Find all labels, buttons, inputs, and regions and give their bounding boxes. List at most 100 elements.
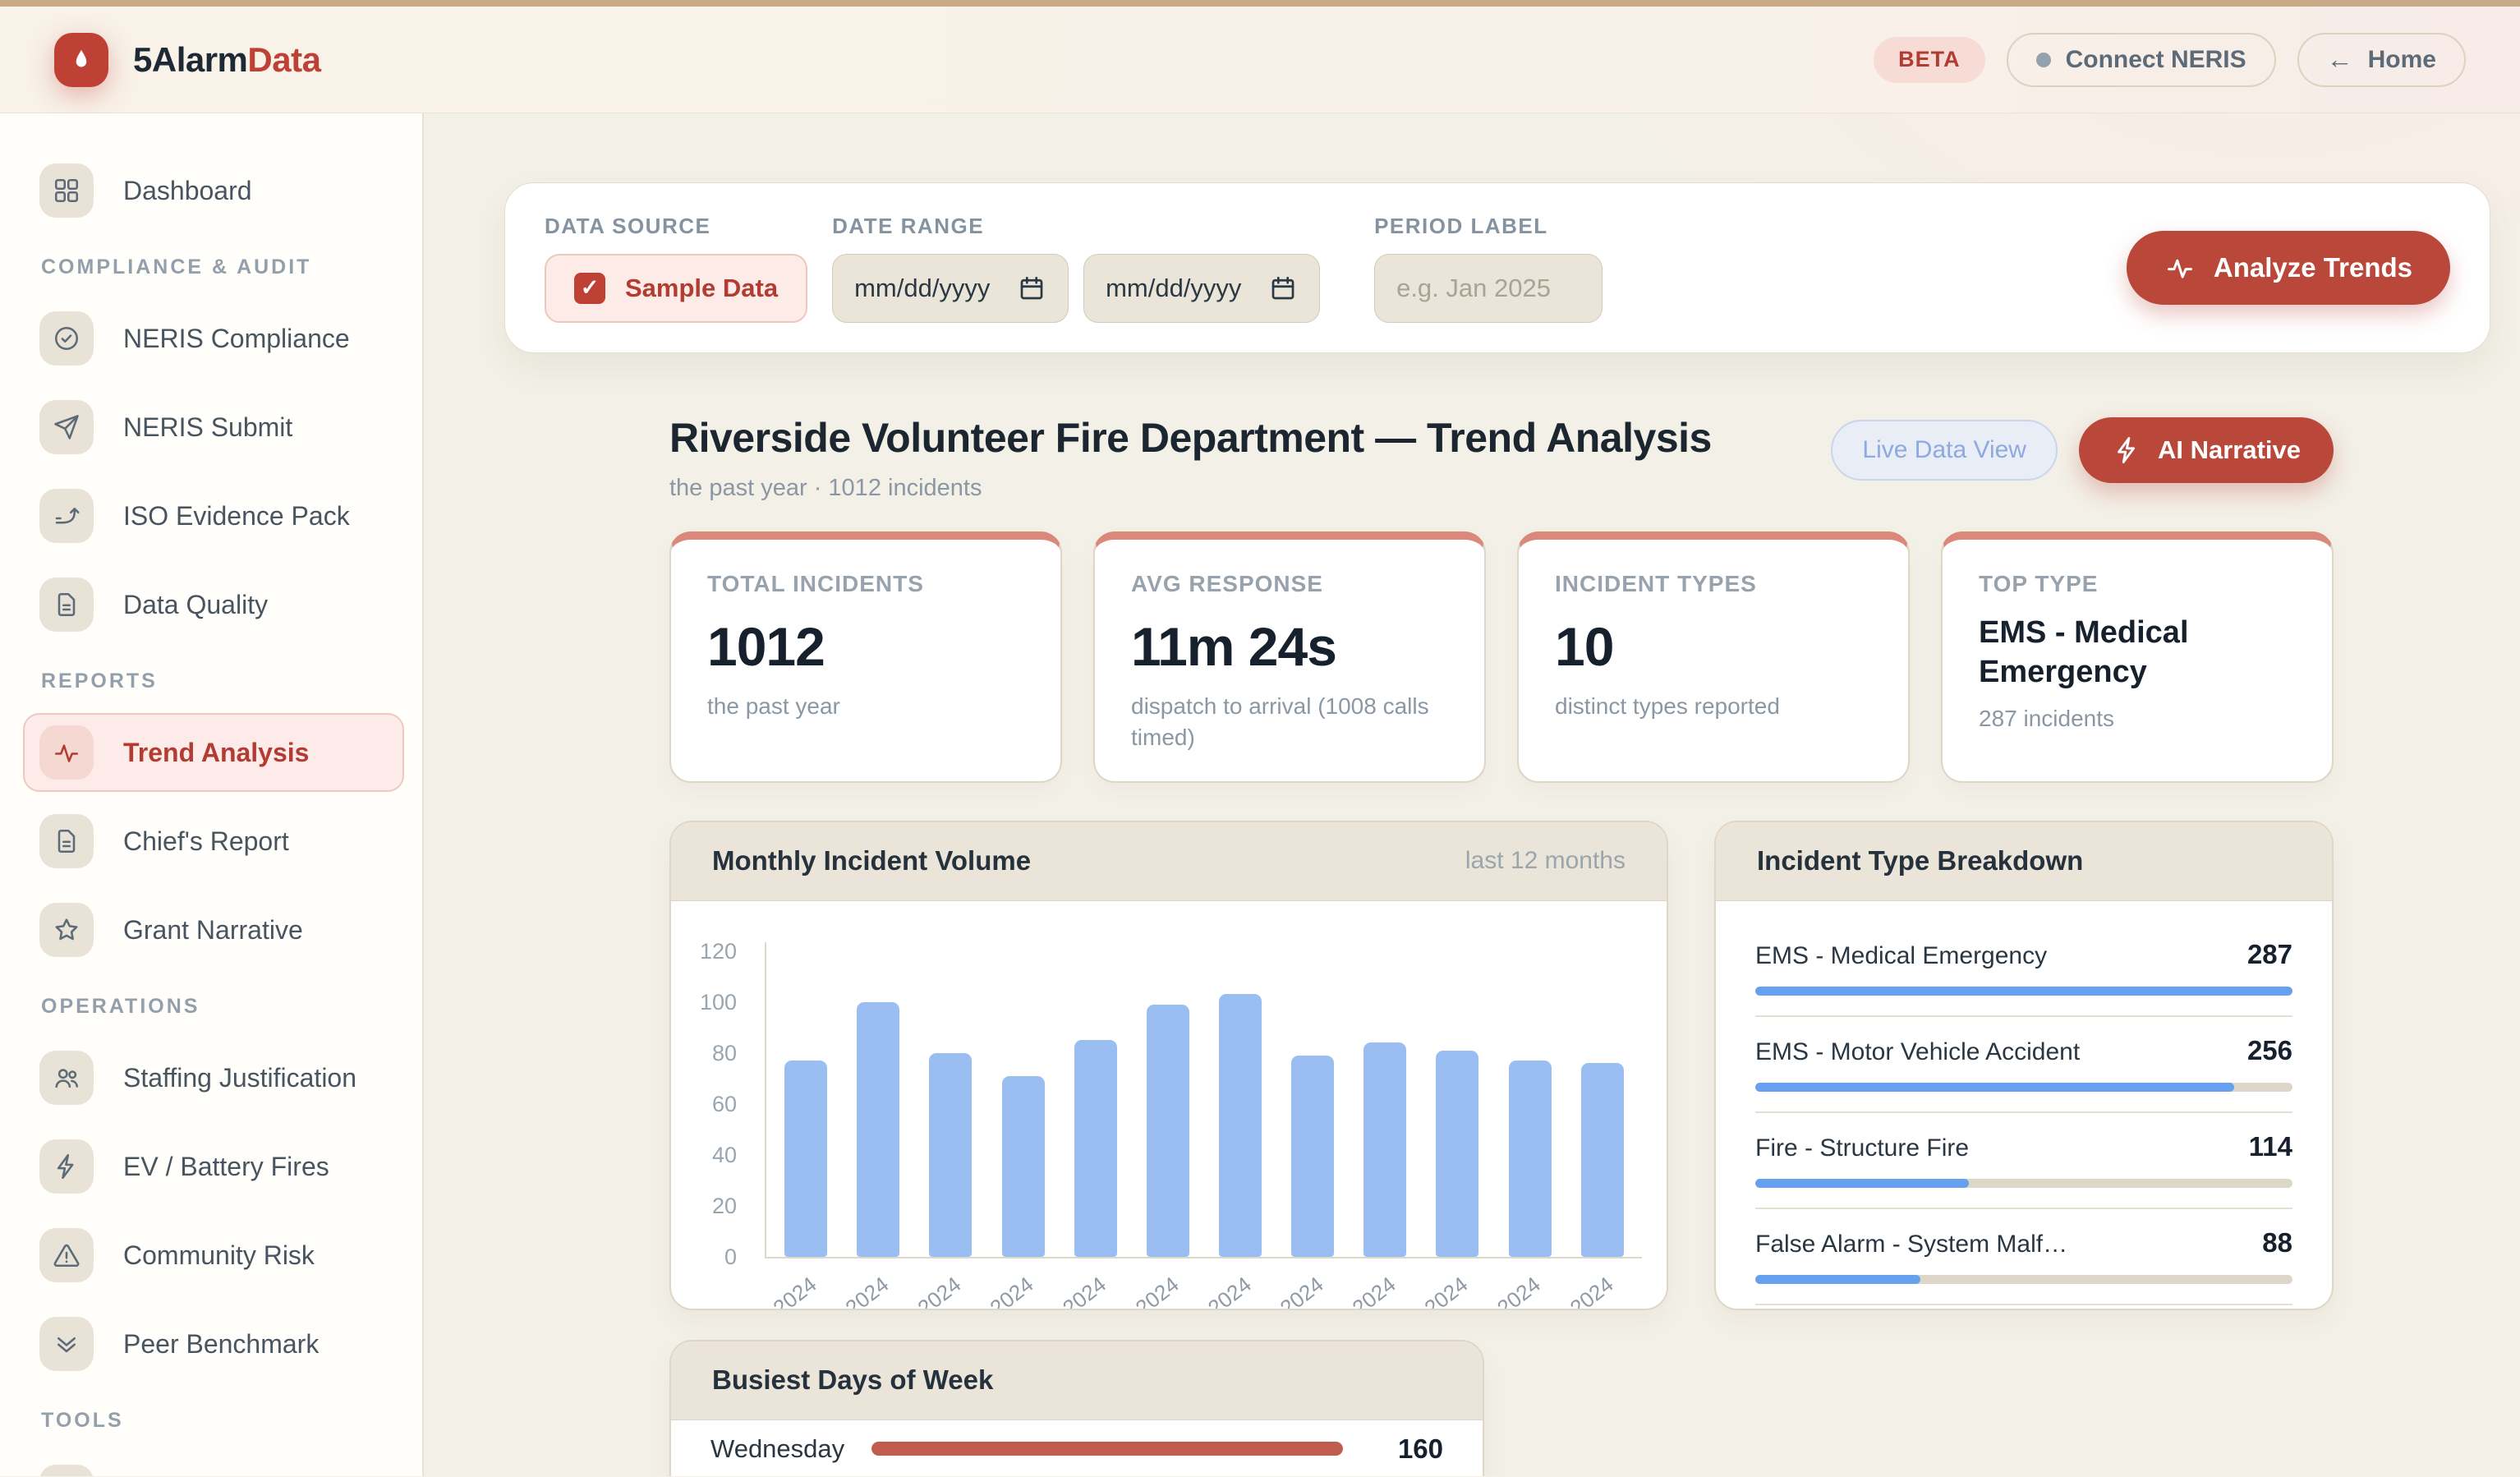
chart-title: Monthly Incident Volume [712,845,1031,877]
sample-data-label: Sample Data [625,274,778,303]
stat-card-top-type: TOP TYPEEMS - Medical Emergency287 incid… [1941,531,2334,783]
chevrons-down-icon [39,1317,94,1371]
y-axis-tick: 120 [683,938,737,964]
date-range-group: DATE RANGE mm/dd/yyyy mm/dd/yyyy [832,214,1320,323]
breakdown-row-fire-structure-fire: Fire - Structure Fire114 [1755,1113,2292,1209]
bar [1436,1051,1478,1257]
grid-icon [39,163,94,218]
live-data-view-button[interactable]: Live Data View [1831,420,2058,481]
star-icon [39,903,94,957]
stat-sub: the past year [707,691,1024,722]
warning-icon [39,1228,94,1282]
bar [1509,1061,1552,1257]
breakdown-bar-fill [1755,1179,1969,1188]
sidebar-item-peer-benchmark[interactable]: Peer Benchmark [23,1304,404,1383]
period-label-input[interactable] [1374,254,1603,323]
day-row-wednesday: Wednesday160 [710,1425,1443,1473]
sidebar-item-label: Chief's Report [123,826,289,857]
bar-october-2024: October 2024 [1506,1061,1554,1257]
x-axis-label: April 2024 [730,1272,821,1310]
y-axis-line [765,942,766,1258]
top-accent-strip [0,0,2520,7]
day-row-monday: Monday159 [710,1473,1443,1476]
users-icon [39,1051,94,1105]
breakdown-type-count: 287 [2247,939,2292,970]
bar [1219,994,1262,1256]
refresh-icon [39,1465,94,1476]
sidebar-item-label: NERIS Compliance [123,324,350,354]
stat-sub: dispatch to arrival (1008 calls timed) [1131,691,1448,753]
sidebar: DashboardCOMPLIANCE & AUDITNERIS Complia… [0,113,424,1476]
breakdown-title: Incident Type Breakdown [1757,845,2083,877]
y-axis-tick: 100 [683,989,737,1015]
y-axis-tick: 0 [683,1244,737,1270]
date-end-input[interactable]: mm/dd/yyyy [1083,254,1320,323]
export-icon [39,489,94,543]
chart-range-hint: last 12 months [1465,847,1626,875]
period-label-group: PERIOD LABEL [1374,214,1603,323]
analyze-trends-button[interactable]: Analyze Trends [2127,231,2450,305]
sidebar-item-label: Dashboard [123,176,252,206]
sidebar-item-neris-submit[interactable]: NERIS Submit [23,388,404,467]
bar [857,1002,899,1257]
bar-july-2024: July 2024 [1144,1005,1192,1257]
sidebar-item-neris-compliance[interactable]: NERIS Compliance [23,299,404,378]
sidebar-item-trend-analysis[interactable]: Trend Analysis [23,713,404,792]
breakdown-type-count: 88 [2262,1227,2292,1258]
breakdown-row-service-call-public-assist: Service Call - Public Assist80 [1755,1305,2292,1310]
y-axis-tick: 60 [683,1091,737,1117]
sidebar-item-iso-evidence-pack[interactable]: ISO Evidence Pack [23,476,404,555]
sidebar-item-staffing-justification[interactable]: Staffing Justification [23,1038,404,1117]
sidebar-item-community-risk[interactable]: Community Risk [23,1216,404,1295]
calendar-icon[interactable] [1268,274,1298,303]
x-axis-line [765,1257,1642,1258]
y-axis-tick: 80 [683,1040,737,1066]
breakdown-row-ems-motor-vehicle-accident: EMS - Motor Vehicle Accident256 [1755,1017,2292,1113]
bar-september-2024: September 2024 [1579,1063,1626,1257]
sidebar-item-chief-s-report[interactable]: Chief's Report [23,802,404,881]
checkbox-checked-icon[interactable]: ✓ [574,273,605,304]
page-title: Riverside Volunteer Fire Department — Tr… [669,414,1712,462]
pulse-icon [39,725,94,780]
connect-neris-button[interactable]: Connect NERIS [2007,33,2276,87]
sidebar-item-data-quality[interactable]: Data Quality [23,565,404,644]
breakdown-row-false-alarm-system-malf: False Alarm - System Malf…88 [1755,1209,2292,1305]
sidebar-item-grant-narrative[interactable]: Grant Narrative [23,890,404,969]
breakdown-bar-fill [1755,1275,1920,1284]
sidebar-item-label: Trend Analysis [123,738,309,768]
send-icon [39,400,94,454]
sample-data-toggle[interactable]: ✓ Sample Data [545,254,807,323]
bar [1363,1042,1406,1256]
date-start-input[interactable]: mm/dd/yyyy [832,254,1069,323]
sidebar-item-label: NERIS Submit [123,412,292,443]
day-count: 160 [1373,1433,1443,1465]
calendar-icon[interactable] [1017,274,1046,303]
bar-december-2024: December 2024 [927,1053,974,1257]
bar-march-2024: March 2024 [1289,1056,1336,1257]
sidebar-item-nfirs-converter[interactable]: NFIRS Converter [23,1452,404,1476]
home-button[interactable]: ← Home [2297,33,2466,87]
sidebar-section-tools: TOOLS [41,1408,404,1433]
ai-narrative-button[interactable]: AI Narrative [2079,417,2334,483]
file-icon [39,577,94,632]
breakdown-bar-track [1755,987,2292,996]
data-source-group: DATA SOURCE ✓ Sample Data [545,214,807,323]
stat-sub: 287 incidents [1979,703,2296,734]
breakdown-bar-track [1755,1179,2292,1188]
check-circle-icon [39,311,94,366]
sidebar-item-ev-battery-fires[interactable]: EV / Battery Fires [23,1127,404,1206]
bar-august-2024: August 2024 [854,1002,902,1257]
sidebar-section-operations: OPERATIONS [41,994,404,1019]
day-bar-track [871,1442,1343,1456]
stat-value: 10 [1555,615,1872,678]
bolt-icon [2112,435,2143,466]
sidebar-item-label: Peer Benchmark [123,1329,319,1360]
sidebar-item-dashboard[interactable]: Dashboard [23,151,404,230]
stat-cards: TOTAL INCIDENTS1012the past yearAVG RESP… [669,531,2334,783]
bolt-icon [39,1139,94,1194]
bar-february-2024: February 2024 [1000,1076,1047,1257]
app-logo[interactable] [54,33,108,87]
stat-label: INCIDENT TYPES [1555,571,1872,597]
bar [1581,1063,1624,1257]
date-start-placeholder: mm/dd/yyyy [854,274,990,303]
